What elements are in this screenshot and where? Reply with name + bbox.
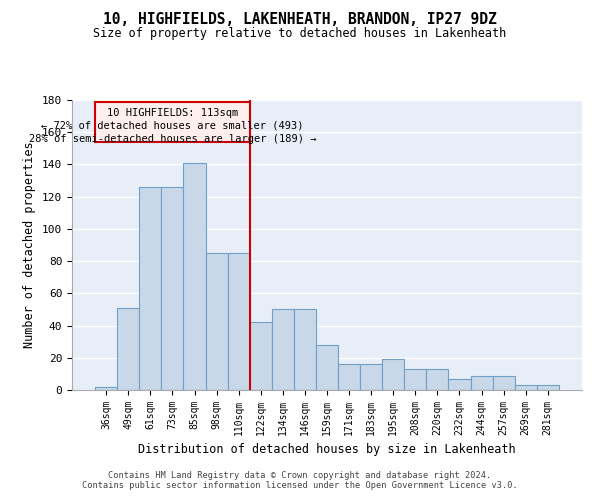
Bar: [493, 376, 515, 390]
Bar: [360, 364, 382, 390]
Bar: [272, 310, 294, 390]
Bar: [382, 360, 404, 390]
Bar: [161, 187, 184, 390]
Bar: [448, 378, 470, 390]
Text: 10 HIGHFIELDS: 113sqm: 10 HIGHFIELDS: 113sqm: [107, 108, 238, 118]
Text: Contains HM Land Registry data © Crown copyright and database right 2024.
Contai: Contains HM Land Registry data © Crown c…: [82, 470, 518, 490]
Bar: [515, 385, 537, 390]
FancyBboxPatch shape: [95, 102, 250, 142]
Bar: [227, 253, 250, 390]
Bar: [537, 385, 559, 390]
Y-axis label: Number of detached properties: Number of detached properties: [23, 142, 37, 348]
Bar: [206, 253, 227, 390]
Text: Size of property relative to detached houses in Lakenheath: Size of property relative to detached ho…: [94, 28, 506, 40]
X-axis label: Distribution of detached houses by size in Lakenheath: Distribution of detached houses by size …: [138, 444, 516, 456]
Bar: [470, 376, 493, 390]
Bar: [250, 322, 272, 390]
Bar: [139, 187, 161, 390]
Bar: [316, 345, 338, 390]
Text: 28% of semi-detached houses are larger (189) →: 28% of semi-detached houses are larger (…: [29, 134, 316, 144]
Bar: [117, 308, 139, 390]
Bar: [338, 364, 360, 390]
Text: 10, HIGHFIELDS, LAKENHEATH, BRANDON, IP27 9DZ: 10, HIGHFIELDS, LAKENHEATH, BRANDON, IP2…: [103, 12, 497, 28]
Bar: [427, 369, 448, 390]
Bar: [95, 387, 117, 390]
Bar: [294, 310, 316, 390]
Bar: [404, 369, 427, 390]
Text: ← 72% of detached houses are smaller (493): ← 72% of detached houses are smaller (49…: [41, 121, 304, 131]
Bar: [184, 163, 206, 390]
